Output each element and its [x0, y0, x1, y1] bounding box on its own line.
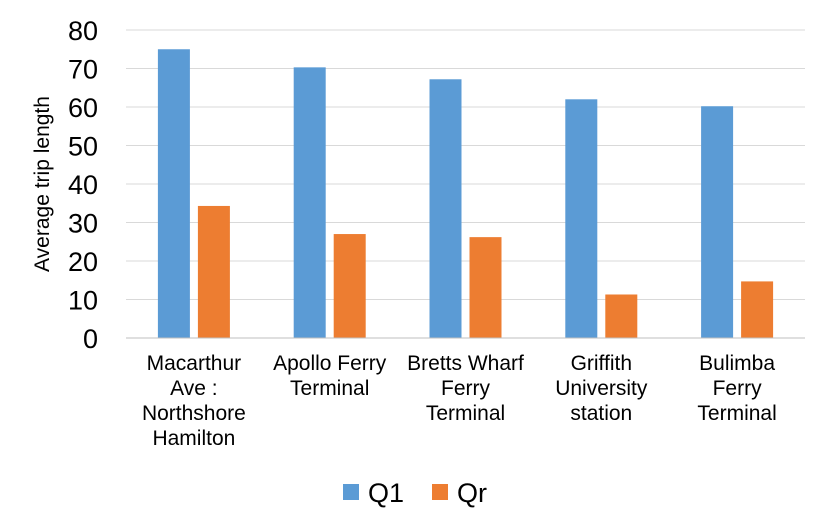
legend-label-q1: Q1	[368, 478, 404, 508]
bar-q1	[293, 67, 326, 338]
y-tick-label: 10	[68, 286, 98, 316]
legend-swatch-qr	[432, 484, 448, 500]
bar-q1	[157, 49, 190, 338]
x-category-line: Ferry	[441, 377, 490, 400]
y-tick-label: 20	[68, 247, 98, 277]
bar-qr	[741, 281, 774, 338]
x-category-line: Ferry	[713, 377, 762, 400]
legend: Q1 Qr	[343, 478, 487, 508]
x-category-label: Bretts Wharf Ferry Terminal	[407, 352, 524, 425]
x-category-line: Ave :	[170, 377, 217, 400]
x-category-line: Griffith	[571, 352, 632, 375]
legend-swatch-q1	[343, 484, 359, 500]
y-tick-label: 60	[68, 93, 98, 123]
gridlines	[126, 29, 805, 300]
bar-qr	[469, 237, 502, 338]
x-category-line: Terminal	[290, 377, 369, 400]
x-category-line: station	[570, 402, 632, 425]
y-tick-label: 40	[68, 170, 98, 200]
x-category-line: Hamilton	[152, 427, 235, 450]
bar-q1	[701, 106, 734, 338]
bar-qr	[333, 234, 366, 338]
x-category-line: Macarthur	[147, 352, 242, 375]
x-category-line: Bulimba	[699, 352, 775, 375]
y-tick-label: 30	[68, 209, 98, 239]
x-category-label: Macarthur Ave : Northshore Hamilton	[142, 352, 246, 450]
x-category-line: Apollo Ferry	[273, 352, 387, 375]
x-category-label: Bulimba Ferry Terminal	[697, 352, 776, 425]
bars	[157, 49, 774, 338]
x-category-line: Northshore	[142, 402, 246, 425]
y-axis-label: Average trip length	[31, 96, 54, 272]
bar-q1	[565, 99, 598, 338]
x-category-label: Apollo Ferry Terminal	[273, 352, 387, 400]
bar-q1	[429, 79, 462, 338]
y-tick-label: 50	[68, 132, 98, 162]
x-category-line: Terminal	[426, 402, 505, 425]
legend-label-qr: Qr	[457, 478, 487, 508]
x-category-line: Bretts Wharf	[407, 352, 524, 375]
x-category-label: Griffith University station	[555, 352, 648, 425]
y-tick-label: 80	[68, 16, 98, 46]
y-axis-ticks: 0 10 20 30 40 50 60 70 80	[68, 16, 98, 354]
y-tick-label: 70	[68, 55, 98, 85]
x-category-line: Terminal	[697, 402, 776, 425]
x-axis-categories: Macarthur Ave : Northshore Hamilton Apollo F…	[142, 352, 777, 450]
bar-qr	[197, 205, 230, 338]
y-tick-label: 0	[83, 324, 98, 354]
bar-qr	[605, 294, 638, 338]
x-category-line: University	[555, 377, 648, 400]
